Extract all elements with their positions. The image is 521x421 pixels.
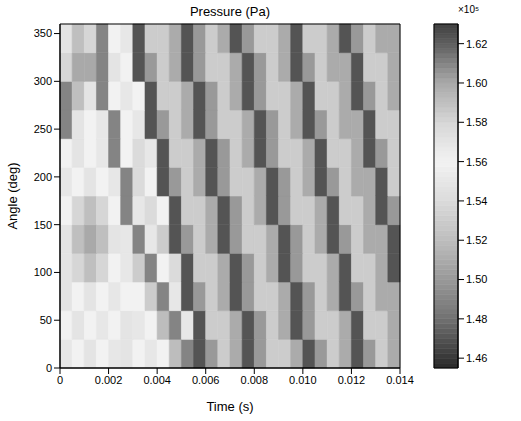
svg-text:1.56: 1.56 xyxy=(466,156,487,168)
svg-text:300: 300 xyxy=(34,75,52,87)
svg-text:0.012: 0.012 xyxy=(338,374,366,386)
svg-text:350: 350 xyxy=(34,27,52,39)
svg-text:1.46: 1.46 xyxy=(466,352,487,364)
svg-text:0: 0 xyxy=(57,374,63,386)
svg-text:0: 0 xyxy=(46,362,52,374)
svg-text:0.004: 0.004 xyxy=(143,374,171,386)
svg-text:100: 100 xyxy=(34,266,52,278)
svg-text:50: 50 xyxy=(40,314,52,326)
svg-text:1.60: 1.60 xyxy=(466,77,487,89)
svg-text:Angle (deg): Angle (deg) xyxy=(5,162,20,229)
html-text:Pressure (Pa): Pressure (Pa) xyxy=(189,4,271,19)
svg-text:1.52: 1.52 xyxy=(466,234,487,246)
svg-text:1.48: 1.48 xyxy=(466,313,487,325)
svg-text:1.58: 1.58 xyxy=(466,116,487,128)
svg-text:0.010: 0.010 xyxy=(289,374,317,386)
svg-text:1.62: 1.62 xyxy=(466,38,487,50)
svg-text:150: 150 xyxy=(34,219,52,231)
svg-text:1.54: 1.54 xyxy=(466,195,487,207)
svg-text:0.002: 0.002 xyxy=(95,374,123,386)
svg-text:200: 200 xyxy=(34,171,52,183)
svg-text:0.006: 0.006 xyxy=(192,374,220,386)
svg-text:0.008: 0.008 xyxy=(241,374,269,386)
html-text:×10⁵: ×10⁵ xyxy=(458,4,480,15)
svg-text:0.014: 0.014 xyxy=(386,374,414,386)
svg-text:250: 250 xyxy=(34,123,52,135)
svg-text:Time (s): Time (s) xyxy=(206,399,253,414)
svg-text:1.50: 1.50 xyxy=(466,273,487,285)
